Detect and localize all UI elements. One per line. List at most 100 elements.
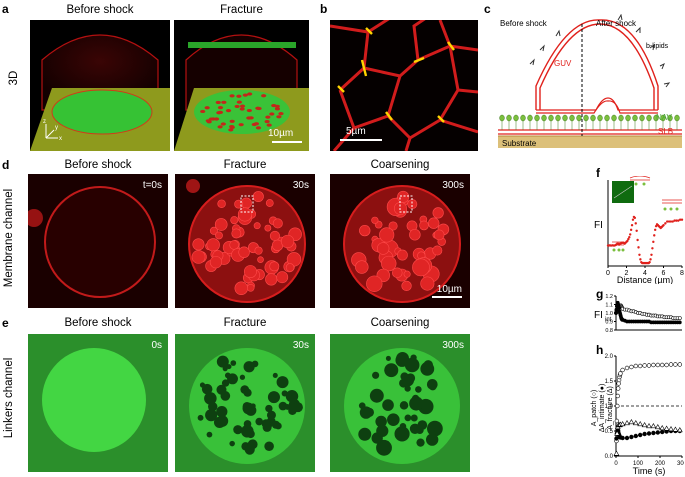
fracture-patch-3d — [274, 107, 281, 111]
linker-depletion-spot — [396, 351, 410, 365]
chart-f-xlabel: Distance (µm) — [617, 275, 673, 284]
chart-f-point — [629, 228, 633, 232]
chart-g-ylabel-sub: int — [605, 317, 612, 323]
linker-depletion-spot — [433, 426, 441, 434]
nav-linker — [583, 114, 589, 122]
label-nav: NAV — [656, 113, 673, 122]
chart-h-point-fracture — [650, 422, 657, 429]
fracture-patch-3d — [206, 120, 212, 124]
image-linkers-fracture: 30s — [175, 334, 315, 472]
chart-h-point-fracture — [663, 425, 670, 431]
chart-h-point-fracture — [632, 419, 639, 426]
membrane-patch — [257, 256, 264, 263]
chart-h-point-fracture — [668, 425, 674, 432]
chart-h-point-intimate — [614, 436, 619, 441]
linker-depletion-spot — [404, 385, 411, 392]
image-membrane-coarsening: 300s 10µm — [330, 174, 470, 308]
chart-g-point-filled — [617, 305, 621, 310]
linker-depletion-spot — [376, 439, 392, 456]
fracture-patch-3d — [229, 94, 235, 98]
chart-h-point-fracture — [672, 426, 679, 432]
fracture-patch-3d — [274, 104, 280, 108]
membrane-patch — [409, 228, 421, 241]
substrate-label: Substrate — [502, 139, 537, 148]
linker-depletion-spot — [375, 415, 387, 428]
chart-h-point-patch — [668, 362, 674, 367]
chart-h-point-patch — [659, 362, 665, 368]
linker-depletion-spot — [264, 441, 274, 452]
image-linkers-coarsening: 300s — [330, 334, 470, 472]
chart-h-ylabel-patch: A_patch (○) — [591, 390, 598, 427]
chart-f-point — [638, 253, 641, 256]
chart-f-xtick-label: 4 — [643, 270, 647, 277]
linker-depletion-spot — [399, 401, 409, 410]
chart-h-point-patch — [637, 363, 643, 369]
linker-depletion-spot — [213, 416, 226, 429]
chart-f-point — [648, 260, 651, 264]
chart-g-ytick-label: 1.1 — [605, 303, 613, 309]
image-membrane-fracture: 30s — [175, 174, 315, 308]
membrane-patch — [269, 230, 280, 241]
chart-f-xtick-label: 8 — [680, 270, 684, 277]
chart-f-point — [675, 219, 678, 222]
row-a-side-label: 3D — [8, 70, 20, 86]
membrane-patch — [285, 263, 295, 272]
chart-h-point-intimate — [659, 429, 665, 435]
linker-depletion-spot — [404, 357, 420, 373]
membrane-patch — [280, 234, 295, 249]
membrane-patch — [206, 238, 220, 252]
linker-depletion-spot — [233, 425, 243, 435]
linker-depletion-spot — [376, 424, 389, 438]
linker-depletion-spot — [415, 386, 422, 393]
nav-linker — [534, 114, 540, 122]
chart-h-point-intimate — [651, 430, 656, 436]
image-3d-fracture: 10µm — [174, 20, 309, 151]
linker-depletion-spot — [243, 361, 255, 373]
panel-letter-g: g — [596, 287, 604, 301]
membrane-patch — [230, 216, 239, 225]
chart-h-point-fracture — [654, 423, 661, 430]
row-d-title-before: Before shock — [64, 159, 132, 171]
nav-linker — [548, 114, 554, 122]
linker-depletion-spot — [262, 422, 272, 432]
chart-f-point — [636, 238, 639, 242]
chart-h-xlabel: Time (s) — [633, 466, 666, 476]
chart-h-point-patch — [655, 362, 661, 368]
linker-depletion-spot — [227, 373, 238, 385]
fracture-patch-3d — [261, 94, 267, 98]
fracture-patch-3d — [229, 119, 235, 123]
chart-f-point — [630, 224, 634, 227]
chart-f-point — [627, 237, 630, 241]
fracture-patch-3d — [276, 115, 282, 119]
linker-depletion-spot — [247, 439, 258, 450]
chart-f-ylabel: FI — [594, 220, 603, 231]
linker-depletion-spot — [416, 438, 425, 447]
row-d-time-2: 300s — [442, 180, 464, 191]
linker-depletion-spot — [387, 413, 400, 426]
linker-depletion-spot — [205, 409, 218, 422]
chart-h-ytick-label: 0.0 — [605, 454, 614, 460]
row-d-title-coarsening: Coarsening — [370, 159, 430, 171]
fracture-patch-3d — [217, 110, 224, 115]
membrane-patch — [234, 281, 249, 296]
fracture-patch-3d — [215, 100, 221, 105]
fracture-patch-3d — [228, 128, 234, 132]
chart-f-point — [662, 224, 665, 227]
membrane-patch — [252, 191, 264, 203]
chart-h-point-patch — [616, 386, 621, 391]
membrane-patch — [254, 246, 263, 255]
membrane-patch — [419, 220, 429, 231]
chart-f-point — [634, 222, 637, 225]
membrane-patch — [243, 265, 257, 278]
membrane-patch — [253, 222, 261, 230]
panel-letter-c: c — [484, 2, 491, 16]
linker-depletion-spot — [265, 404, 273, 413]
linker-depletion-spot — [204, 392, 217, 405]
linker-depletion-spot — [208, 401, 218, 412]
linker-depletion-spot — [243, 388, 252, 397]
chart-h-point-fracture — [641, 421, 648, 428]
fracture-patch-3d — [247, 92, 253, 96]
linker-depletion-spot — [216, 384, 227, 395]
linker-depletion-spot — [239, 374, 246, 380]
fracture-patch-3d — [246, 108, 252, 113]
